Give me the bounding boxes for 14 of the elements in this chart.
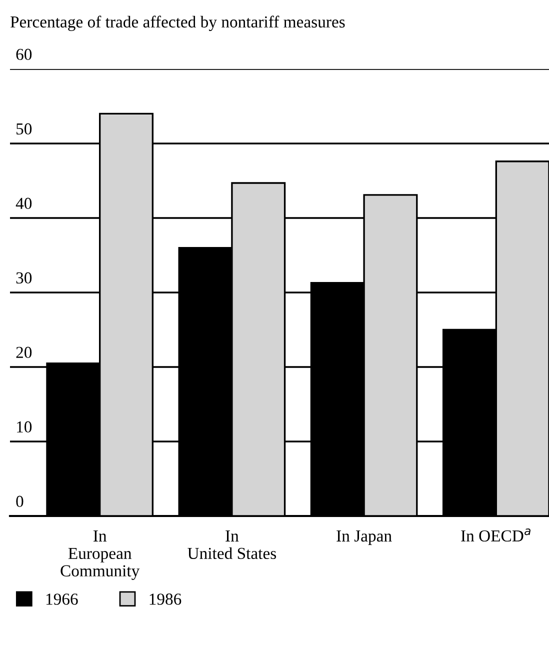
y-axis-title: Percentage of trade affected by nontariff measures — [10, 16, 345, 32]
y-tick-label: 20 — [16, 346, 32, 358]
y-tick-label: 30 — [16, 272, 32, 284]
x-tick-label: In Japan — [336, 530, 392, 546]
y-tick-label: 10 — [17, 421, 32, 433]
y-tick-label: 0 — [16, 496, 24, 508]
x-tick-label: In OECD$^{a}$ — [461, 528, 530, 542]
legend-label: 1986 — [150, 594, 182, 605]
x-tick-label: In European Community — [60, 530, 140, 580]
y-tick-label: 40 — [16, 198, 32, 210]
legend-label: 1966 — [46, 594, 78, 605]
y-tick-label: 50 — [16, 123, 32, 135]
y-tick-label: 60 — [16, 48, 32, 60]
x-tick-label: In United States — [188, 530, 276, 560]
